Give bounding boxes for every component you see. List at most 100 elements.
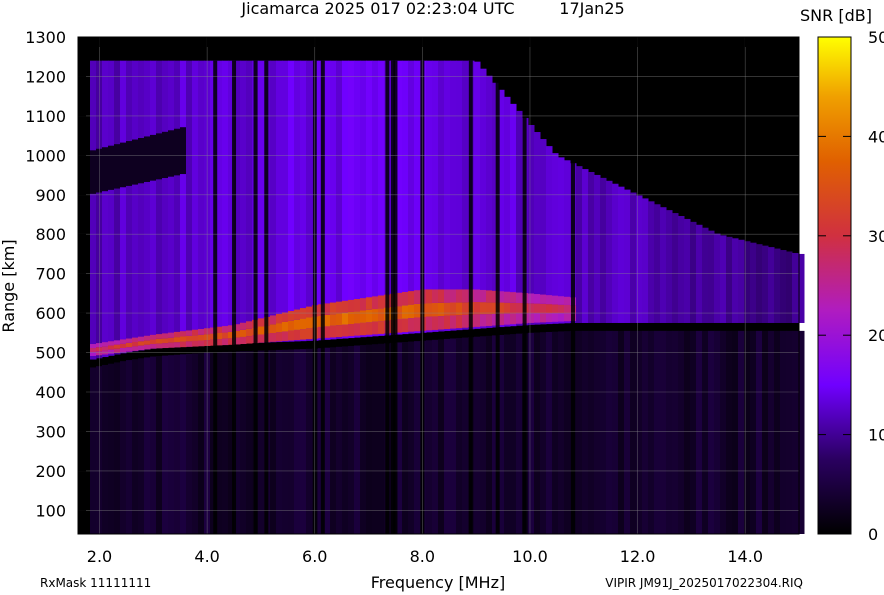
heatmap-cell [234,60,241,344]
heatmap-cell [144,136,151,182]
heatmap-cell [528,293,535,304]
heatmap-cell [348,60,355,339]
interference-gap [522,60,527,535]
heatmap-cell [330,60,337,340]
heatmap-cell [762,330,769,534]
heatmap-cell [636,195,643,323]
heatmap-cell [780,330,787,534]
heatmap-cell [168,342,175,348]
heatmap-cell [150,344,157,349]
x-tick-label: 14.0 [727,547,763,566]
heatmap-cell [258,318,265,327]
heatmap-cell [498,313,505,326]
heatmap-cell [330,314,337,326]
heatmap-cell [432,316,439,330]
heatmap-cell [240,336,247,345]
heatmap-cell [492,313,499,326]
heatmap-cell [342,324,349,337]
heatmap-cell [480,302,487,315]
heatmap-cell [516,292,523,303]
heatmap-cell [144,340,151,345]
heatmap-cell [552,153,559,324]
heatmap-cell [504,291,511,303]
colorbar-label: SNR [dB] [800,6,872,25]
heatmap-cell [702,330,709,534]
heatmap-cell [348,324,355,337]
heatmap-cell [348,311,355,325]
heatmap-cell [366,60,373,337]
heatmap-cell [654,330,661,534]
heatmap-cell [486,335,493,534]
interference-gap [253,60,258,535]
heatmap-cell [216,326,223,333]
heatmap-cell [798,253,805,323]
heatmap-cell [282,331,289,341]
heatmap-cell [270,60,277,343]
heatmap-cell [90,60,97,360]
heatmap-cell [540,332,547,534]
heatmap-cell [126,60,133,353]
heatmap-cell [324,60,331,340]
heatmap-cell [330,302,337,315]
heatmap-cell [348,345,355,534]
heatmap-cell [426,60,433,333]
heatmap-cell [234,324,241,331]
heatmap-cell [564,160,571,324]
heatmap-cell [240,60,247,344]
heatmap-cell [246,60,253,344]
heatmap-cell [216,339,223,346]
heatmap-cell [150,60,157,349]
heatmap-cell [402,318,409,333]
heatmap-cell [246,351,253,534]
heatmap-cell [192,329,199,336]
heatmap-cell [612,330,619,534]
heatmap-cell [282,312,289,322]
heatmap-cell [696,330,703,534]
heatmap-cell [120,339,127,344]
heatmap-cell [144,335,151,341]
colorbar-ticks: 0 10 20 30 40 50 [818,28,884,544]
heatmap-cell [750,242,757,323]
heatmap-cell [336,325,343,337]
heatmap-cell [198,340,205,347]
heatmap-cell [564,331,571,534]
heatmap-cell [168,355,175,534]
heatmap-cell [192,60,199,346]
heatmap-cell [672,213,679,323]
heatmap-cell [360,322,367,336]
heatmap-cell [120,343,127,349]
heatmap-cell [552,313,559,322]
heatmap-cell [552,331,559,534]
heatmap-cell [450,315,457,329]
heatmap-cell [294,329,301,341]
heatmap-cell [180,331,187,337]
heatmap-cell [306,348,313,534]
heatmap-cell [678,330,685,534]
heatmap-cell [354,345,361,534]
heatmap-cell [228,325,235,332]
heatmap-cell [546,304,553,314]
interference-gap [264,60,269,535]
heatmap-cell [126,347,133,352]
heatmap-cell [120,142,127,188]
heatmap-cell [294,349,301,534]
heatmap-cell [276,349,283,534]
heatmap-cell [732,330,739,534]
x-tick-label: 4.0 [194,547,219,566]
heatmap-layer [90,60,805,535]
heatmap-cell [756,244,763,323]
heatmap-cell [462,60,469,330]
heatmap-cell [402,341,409,534]
heatmap-cell [564,296,571,305]
heatmap-cell [462,289,469,303]
heatmap-cell [564,313,571,322]
heatmap-cell [396,306,403,320]
heatmap-cell [246,328,253,337]
heatmap-cell [438,302,445,317]
heatmap-cell [144,357,151,534]
heatmap-cell [228,351,235,534]
heatmap-cell [150,334,157,340]
heatmap-cell [324,326,331,338]
heatmap-cell [342,346,349,534]
heatmap-cell [546,313,553,323]
